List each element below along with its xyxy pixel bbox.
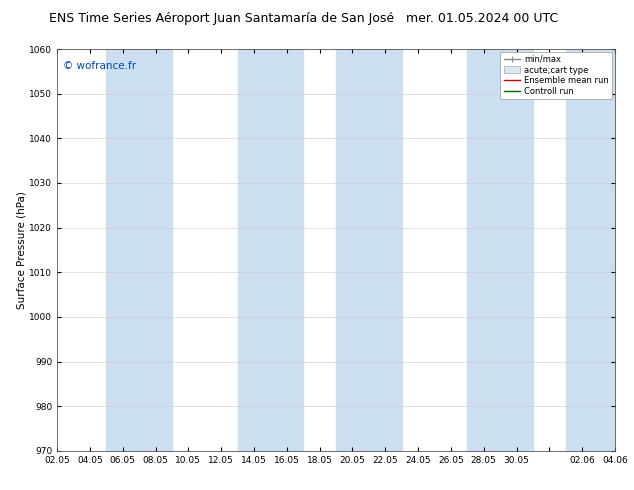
Legend: min/max, acute;cart type, Ensemble mean run, Controll run: min/max, acute;cart type, Ensemble mean … [500, 51, 612, 99]
Bar [566, 49, 631, 451]
Text: mer. 01.05.2024 00 UTC: mer. 01.05.2024 00 UTC [406, 12, 558, 25]
Y-axis label: Surface Pressure (hPa): Surface Pressure (hPa) [16, 191, 27, 309]
Bar [107, 49, 172, 451]
Text: ENS Time Series Aéroport Juan Santamaría de San José: ENS Time Series Aéroport Juan Santamaría… [49, 12, 394, 25]
Bar [467, 49, 533, 451]
Bar [336, 49, 402, 451]
Bar [238, 49, 303, 451]
Text: © wofrance.fr: © wofrance.fr [63, 61, 136, 71]
